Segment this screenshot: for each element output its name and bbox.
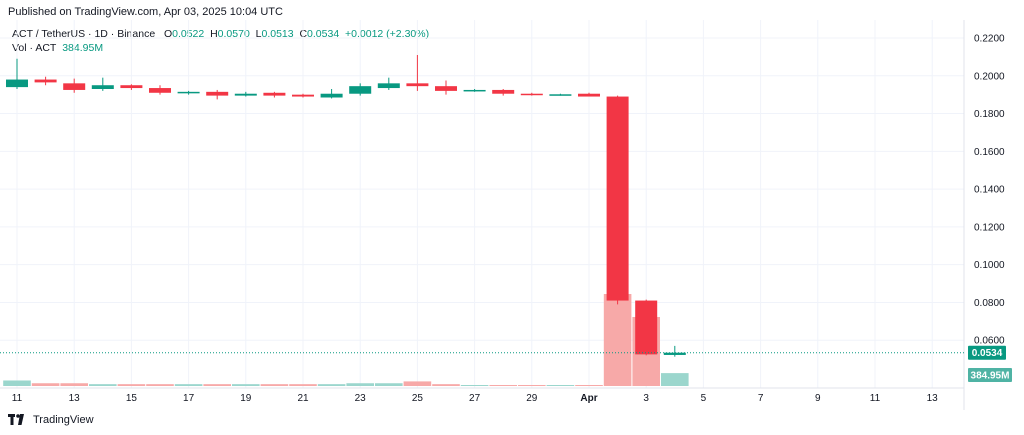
candle-body (435, 86, 457, 91)
volume-bar (174, 384, 203, 386)
candle-body (234, 93, 257, 96)
volume-value: 384.95M (62, 42, 104, 54)
volume-bar (603, 294, 632, 386)
candle-body (578, 93, 600, 97)
candle-body (549, 94, 572, 96)
candle-body (349, 86, 372, 94)
candle-body (463, 89, 486, 92)
volume-bar (289, 384, 317, 386)
volume-bar (403, 381, 432, 386)
y-tick-label: 0.1800 (974, 109, 1005, 120)
x-tick-label: 23 (355, 393, 367, 404)
volume-label: Vol · ACT (12, 42, 57, 54)
published-caption: Published on TradingView.com, Apr 03, 20… (8, 6, 283, 18)
volume-bar (460, 385, 489, 386)
x-tick-label: Apr (580, 393, 597, 404)
candle-body (606, 96, 629, 301)
volume-bar (89, 384, 117, 386)
volume-bar (3, 380, 31, 386)
x-tick-label: 11 (870, 393, 881, 404)
x-tick-label: 21 (297, 393, 309, 404)
volume-bar (489, 385, 517, 386)
footer-brand: TradingView (8, 414, 94, 426)
candle-body (120, 85, 143, 89)
volume-bar (432, 384, 460, 386)
symbol-label: ACT / TetherUS · 1D · Binance (12, 28, 156, 40)
x-tick-label: 15 (126, 393, 138, 404)
volume-bar (575, 385, 603, 386)
y-tick-label: 0.1400 (974, 185, 1005, 196)
open-label: O (163, 28, 173, 40)
change-value: +0.0012 (+2.30%) (345, 28, 430, 40)
y-tick-label: 0.1000 (974, 260, 1005, 271)
candle-body (91, 85, 114, 89)
x-tick-label: 17 (183, 393, 195, 404)
x-tick-label: 5 (701, 393, 707, 404)
x-tick-label: 13 (927, 393, 939, 404)
y-tick-label: 0.0800 (974, 298, 1005, 309)
candle-body (406, 83, 429, 87)
y-tick-label: 0.1600 (974, 147, 1005, 158)
y-tick-label: 0.2200 (974, 34, 1005, 45)
volume-bar (60, 383, 88, 386)
chart-legend: ACT / TetherUS · 1D · Binance O0.0522 H0… (12, 27, 429, 55)
candle-body (635, 300, 658, 355)
high-label: H (210, 28, 218, 40)
x-tick-label: 29 (526, 393, 538, 404)
x-tick-label: 7 (758, 393, 764, 404)
brand-name: TradingView (33, 414, 94, 426)
volume-bar (375, 383, 403, 386)
volume-bar (203, 384, 231, 386)
x-tick-label: 25 (412, 393, 424, 404)
y-tick-label: 0.2000 (974, 71, 1005, 82)
volume-bar (232, 384, 260, 386)
last-price-badge (968, 345, 1006, 360)
candle-body (320, 93, 343, 98)
candle-body (520, 93, 543, 96)
candle-body (292, 94, 314, 97)
last-volume-badge (968, 368, 1012, 382)
volume-bar (346, 383, 374, 386)
tradingview-logo-icon (8, 414, 24, 425)
candle-body (492, 89, 515, 94)
candle-body (206, 91, 229, 96)
last-price-label: 0.0534 (972, 348, 1003, 359)
x-tick-label: 9 (815, 393, 821, 404)
y-tick-label: 0.1200 (974, 222, 1005, 233)
volume-bar (117, 384, 146, 386)
candle-body (6, 79, 28, 88)
low-label: L (255, 28, 262, 40)
candle-body (663, 352, 686, 355)
volume-bar (518, 385, 546, 386)
close-value: 0.0534 (307, 28, 340, 40)
last-volume-label: 384.95M (971, 371, 1010, 382)
volume-bar (317, 384, 346, 386)
volume-bar (546, 385, 575, 386)
x-tick-label: 19 (240, 393, 252, 404)
volume-row: Vol · ACT 384.95M (12, 41, 429, 55)
candle-body (377, 83, 400, 89)
candle-body (177, 91, 200, 94)
candle-body (34, 79, 57, 83)
volume-bar (260, 384, 289, 386)
candle-body (263, 92, 286, 96)
x-tick-label: 11 (12, 393, 23, 404)
ohlc-row: ACT / TetherUS · 1D · Binance O0.0522 H0… (12, 27, 429, 41)
y-tick-label: 0.0600 (974, 336, 1005, 347)
x-tick-label: 13 (69, 393, 81, 404)
volume-bar (661, 373, 689, 386)
x-tick-label: 27 (469, 393, 481, 404)
candle-body (149, 88, 171, 93)
candle-body (63, 83, 86, 90)
volume-bar (31, 383, 60, 386)
low-value: 0.0513 (261, 28, 294, 40)
x-tick-label: 3 (643, 393, 649, 404)
high-value: 0.0570 (217, 28, 250, 40)
volume-bar (146, 384, 174, 386)
